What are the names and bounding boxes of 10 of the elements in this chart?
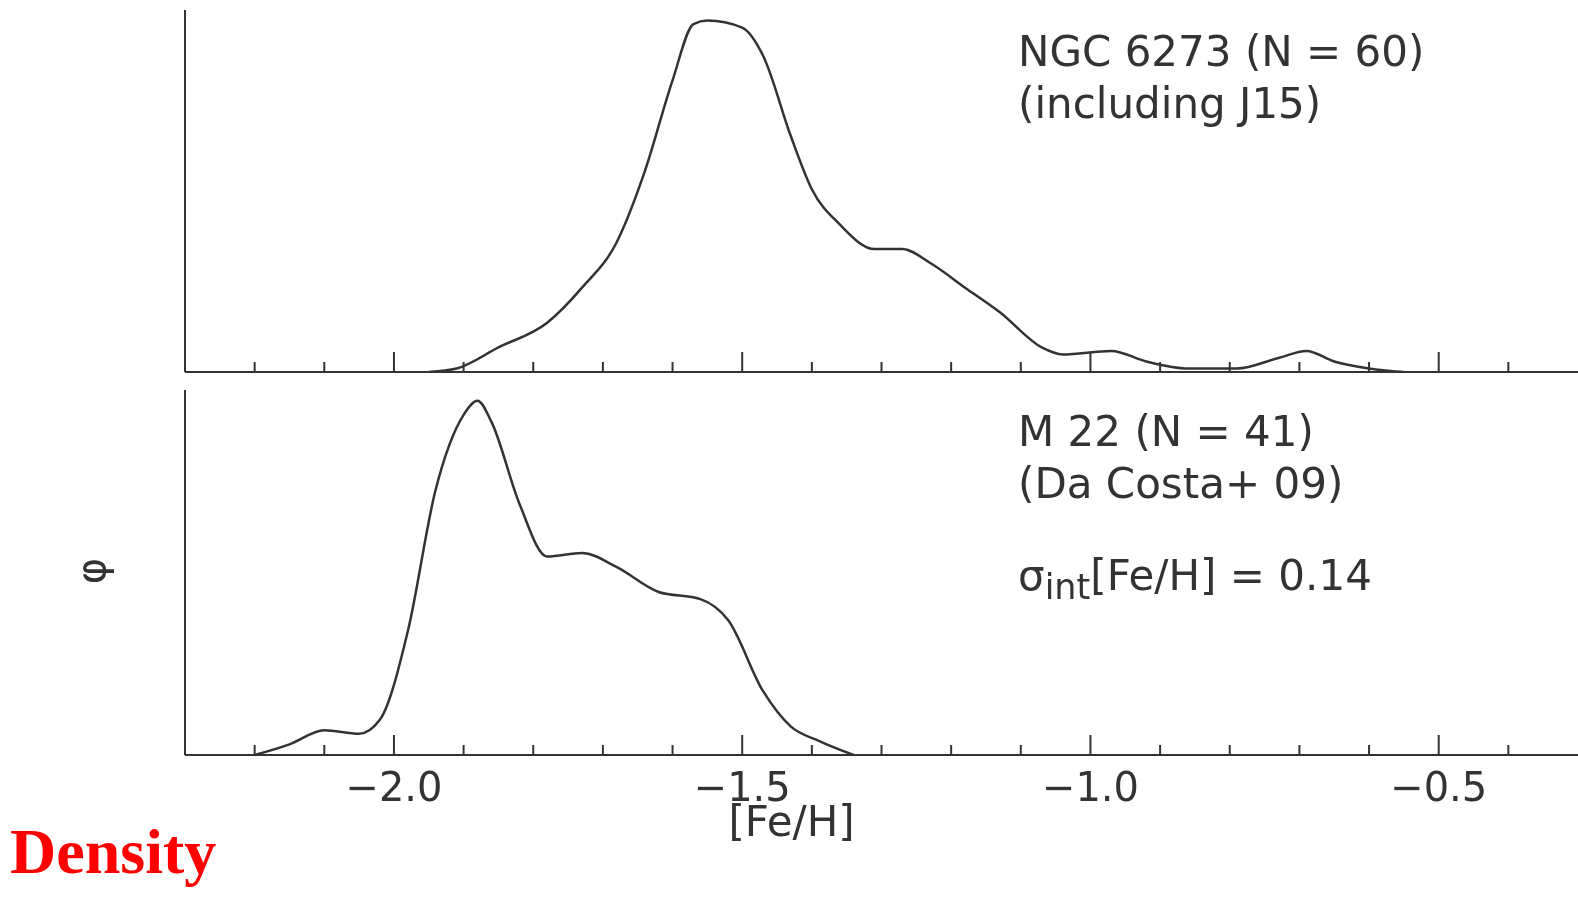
annotation: (including J15)	[1018, 79, 1322, 128]
annotation: (Da Costa+ 09)	[1018, 459, 1344, 508]
x-tick-label: −2.0	[345, 764, 443, 810]
x-tick-label: −1.0	[1041, 764, 1140, 810]
y-axis-title: φ	[68, 557, 115, 584]
annotation: σ$_{int}$[Fe/H] = 0.14	[1018, 551, 1372, 610]
x-tick-label: −0.5	[1390, 764, 1488, 810]
annotation: M 22 (N = 41)	[1018, 407, 1314, 456]
annotation: NGC 6273 (N = 60)	[1018, 27, 1425, 76]
text: Density	[10, 816, 217, 887]
